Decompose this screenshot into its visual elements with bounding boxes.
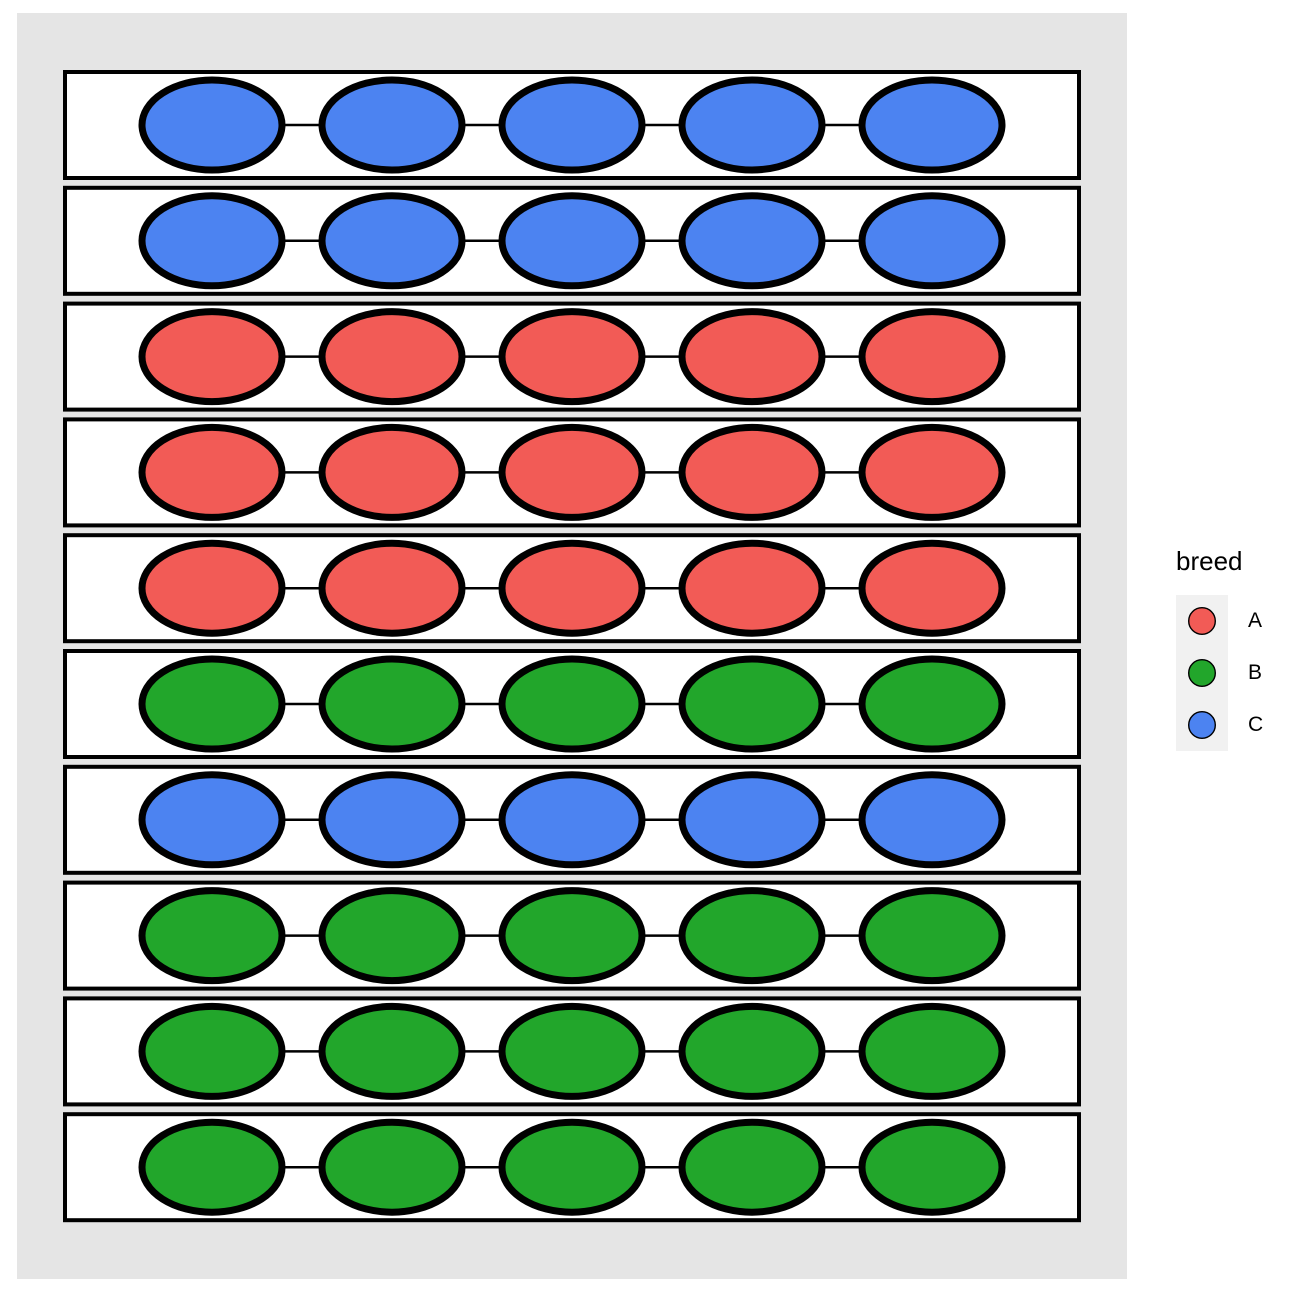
animal-ellipse-breed-b bbox=[678, 1118, 826, 1216]
legend: breed A B bbox=[1176, 546, 1263, 751]
animal-ellipse-breed-a bbox=[138, 423, 286, 521]
animal-ellipse-breed-b bbox=[858, 887, 1006, 985]
animal-ellipse-breed-a bbox=[678, 308, 826, 406]
animal-ellipse-breed-a bbox=[678, 423, 826, 521]
animal-ellipse-breed-a bbox=[678, 539, 826, 637]
animal-ellipse-breed-a bbox=[318, 308, 466, 406]
animal-ellipse-breed-c bbox=[318, 76, 466, 174]
animal-ellipse-breed-c bbox=[498, 771, 646, 869]
animal-ellipse-breed-b bbox=[498, 887, 646, 985]
animal-ellipse-breed-b bbox=[138, 887, 286, 985]
animal-ellipse-breed-b bbox=[318, 1002, 466, 1100]
legend-key-b bbox=[1176, 647, 1228, 699]
animal-ellipse-breed-a bbox=[498, 539, 646, 637]
animal-ellipse-breed-b bbox=[318, 1118, 466, 1216]
animal-ellipse-breed-a bbox=[318, 539, 466, 637]
animal-ellipse-breed-c bbox=[858, 76, 1006, 174]
animal-ellipse-breed-a bbox=[318, 423, 466, 521]
animal-ellipse-breed-b bbox=[858, 655, 1006, 753]
animal-ellipse-breed-a bbox=[138, 308, 286, 406]
animal-ellipse-breed-b bbox=[138, 1118, 286, 1216]
animal-ellipse-breed-a bbox=[858, 423, 1006, 521]
animal-ellipse-breed-c bbox=[678, 771, 826, 869]
animal-ellipse-breed-a bbox=[498, 308, 646, 406]
breed-a-swatch-icon bbox=[1187, 606, 1217, 636]
legend-item-b: B bbox=[1176, 647, 1263, 699]
animal-ellipse-breed-c bbox=[318, 192, 466, 290]
animal-ellipse-breed-b bbox=[678, 887, 826, 985]
legend-label-a: A bbox=[1248, 609, 1263, 632]
animal-ellipse-breed-b bbox=[498, 655, 646, 753]
animal-ellipse-breed-b bbox=[858, 1002, 1006, 1100]
animal-ellipse-breed-b bbox=[858, 1118, 1006, 1216]
animal-ellipse-breed-b bbox=[318, 887, 466, 985]
breed-a-circle bbox=[1187, 606, 1217, 636]
animal-ellipse-breed-c bbox=[138, 76, 286, 174]
legend-label-c: C bbox=[1248, 713, 1264, 736]
animal-ellipse-breed-a bbox=[138, 539, 286, 637]
animal-ellipse-breed-b bbox=[318, 655, 466, 753]
animal-ellipse-breed-c bbox=[498, 76, 646, 174]
animal-ellipse-breed-c bbox=[678, 192, 826, 290]
animal-ellipse-breed-a bbox=[858, 539, 1006, 637]
legend-items: A B C bbox=[1176, 595, 1263, 751]
animal-ellipse-breed-a bbox=[498, 423, 646, 521]
breed-c-circle bbox=[1187, 710, 1217, 740]
animal-ellipse-breed-b bbox=[678, 655, 826, 753]
animal-ellipse-breed-c bbox=[498, 192, 646, 290]
animal-ellipse-breed-c bbox=[678, 76, 826, 174]
legend-title: breed bbox=[1176, 546, 1243, 576]
animal-ellipse-breed-b bbox=[678, 1002, 826, 1100]
animal-ellipse-breed-c bbox=[318, 771, 466, 869]
legend-item-c: C bbox=[1176, 699, 1263, 751]
breed-b-swatch-icon bbox=[1187, 658, 1217, 688]
legend-item-a: A bbox=[1176, 595, 1263, 647]
legend-key-a bbox=[1176, 595, 1228, 647]
animal-ellipse-breed-c bbox=[858, 771, 1006, 869]
animal-ellipse-breed-c bbox=[858, 192, 1006, 290]
animal-ellipse-breed-b bbox=[498, 1002, 646, 1100]
animal-ellipse-breed-b bbox=[138, 655, 286, 753]
animal-ellipse-breed-c bbox=[138, 771, 286, 869]
legend-key-c bbox=[1176, 699, 1228, 751]
animal-ellipse-breed-b bbox=[138, 1002, 286, 1100]
breed-c-swatch-icon bbox=[1187, 710, 1217, 740]
legend-label-b: B bbox=[1248, 661, 1263, 684]
animal-ellipse-breed-b bbox=[498, 1118, 646, 1216]
animal-ellipse-breed-a bbox=[858, 308, 1006, 406]
breed-b-circle bbox=[1187, 658, 1217, 688]
animal-ellipse-breed-c bbox=[138, 192, 286, 290]
